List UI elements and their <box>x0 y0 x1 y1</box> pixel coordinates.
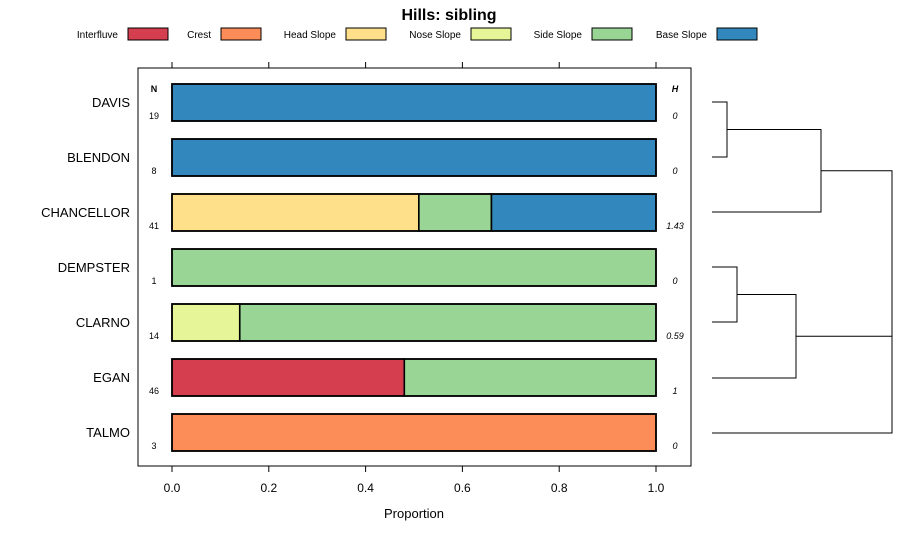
bar-blendon-base-slope <box>171 138 657 177</box>
h-value-egan: 1 <box>672 386 677 396</box>
bar-egan-interfluve <box>171 358 406 397</box>
legend-swatch-side-slope <box>591 27 633 41</box>
x-tick-label-0-0: 0.0 <box>164 481 181 495</box>
dendrogram-branch-davis-blendon <box>712 101 728 158</box>
n-value-clarno: 14 <box>149 331 159 341</box>
n-value-davis: 19 <box>149 111 159 121</box>
bar-outline-talmo <box>171 413 657 452</box>
bars-group: DAVIS 19 0 BLENDON 8 0 CHANCELLOR 41 1.43 DEMPSTE… <box>41 83 684 452</box>
dendrogram <box>712 101 893 434</box>
h-value-dempster: 0 <box>672 276 677 286</box>
legend-swatch-nose-slope <box>470 27 512 41</box>
bar-outline-blendon <box>171 138 657 177</box>
dendrogram-branch-dempster-clarno <box>712 266 738 323</box>
x-axis-label: Proportion <box>384 506 444 521</box>
legend-swatch-head-slope <box>345 27 387 41</box>
category-label-egan: EGAN <box>93 370 130 385</box>
h-value-davis: 0 <box>672 111 677 121</box>
n-value-chancellor: 41 <box>149 221 159 231</box>
h-value-blendon: 0 <box>672 166 677 176</box>
bar-egan-side-slope <box>403 358 657 397</box>
n-value-talmo: 3 <box>151 441 156 451</box>
h-value-chancellor: 1.43 <box>666 221 684 231</box>
legend-swatch-interfluve <box>127 27 169 41</box>
category-label-blendon: BLENDON <box>67 150 130 165</box>
legend-label-interfluve: Interfluve <box>77 30 119 41</box>
bar-chancellor-side-slope <box>418 193 493 232</box>
x-tick-label-0-8: 0.8 <box>551 481 568 495</box>
x-axis: 0.0 0.2 0.4 0.6 0.8 1.0 <box>164 62 665 495</box>
bar-clarno-side-slope <box>238 303 657 342</box>
category-label-davis: DAVIS <box>92 95 130 110</box>
n-column-header: N <box>151 84 158 94</box>
bar-dempster-side-slope <box>171 248 657 287</box>
bar-talmo-crest <box>171 413 657 452</box>
n-value-blendon: 8 <box>151 166 156 176</box>
bar-chancellor-base-slope <box>490 193 657 232</box>
bar-outline-chancellor <box>171 193 657 232</box>
dendrogram-branch-talmo <box>712 336 893 434</box>
bar-clarno-nose-slope <box>171 303 241 342</box>
plot-frame <box>137 67 692 467</box>
x-tick-label-0-2: 0.2 <box>260 481 277 495</box>
x-tick-label-1-0: 1.0 <box>648 481 665 495</box>
dendrogram-branch-middle <box>796 170 893 337</box>
bar-outline-clarno <box>171 303 657 342</box>
h-value-talmo: 0 <box>672 441 677 451</box>
x-tick-label-0-4: 0.4 <box>357 481 374 495</box>
bar-davis-base-slope <box>171 83 657 122</box>
legend: Interfluve Crest Head Slope Nose Slope Side … <box>77 27 758 41</box>
bar-outline-egan <box>171 358 657 397</box>
h-value-clarno: 0.59 <box>666 331 684 341</box>
category-label-talmo: TALMO <box>86 425 130 440</box>
legend-label-side-slope: Side Slope <box>534 30 583 41</box>
bar-chancellor-head-slope <box>171 193 420 232</box>
legend-label-crest: Crest <box>187 30 211 41</box>
chart-title: Hills: sibling <box>401 7 496 24</box>
n-value-egan: 46 <box>149 386 159 396</box>
h-column-header: H <box>672 84 679 94</box>
bar-outline-davis <box>171 83 657 122</box>
category-label-clarno: CLARNO <box>76 315 130 330</box>
category-label-chancellor: CHANCELLOR <box>41 205 130 220</box>
n-value-dempster: 1 <box>151 276 156 286</box>
bar-outline-dempster <box>171 248 657 287</box>
legend-swatch-base-slope <box>716 27 758 41</box>
x-tick-label-0-6: 0.6 <box>454 481 471 495</box>
legend-swatch-crest <box>220 27 262 41</box>
dendrogram-branch-egan <box>712 294 797 379</box>
legend-label-base-slope: Base Slope <box>656 30 708 41</box>
legend-label-head-slope: Head Slope <box>284 30 337 41</box>
category-label-dempster: DEMPSTER <box>58 260 130 275</box>
legend-label-nose-slope: Nose Slope <box>409 30 461 41</box>
dendrogram-branch-chancellor <box>712 129 822 213</box>
